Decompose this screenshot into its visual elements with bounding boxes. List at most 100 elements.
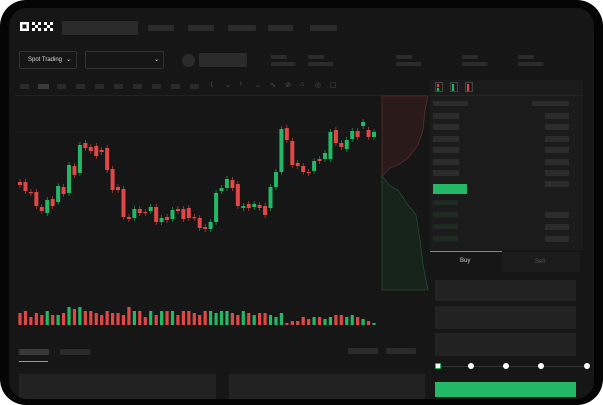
volume-bar <box>263 313 267 325</box>
volume-bar <box>334 315 338 325</box>
volume-bar <box>143 317 147 325</box>
indicator-icon[interactable]: ⌇ <box>210 82 214 89</box>
nav-item[interactable] <box>148 25 174 31</box>
volume-bar <box>350 315 354 325</box>
candle-body <box>34 192 39 206</box>
volume-bar <box>83 311 87 325</box>
okx-logo[interactable] <box>20 20 60 34</box>
drawing-icon[interactable]: ⟊ <box>240 81 242 88</box>
timeframe-button[interactable] <box>190 84 199 89</box>
orderbook-asks-icon[interactable] <box>465 82 473 92</box>
volume-bar <box>219 311 224 325</box>
column-header <box>532 101 569 106</box>
bottom-panel <box>229 374 425 399</box>
chevron-down-icon[interactable]: ⌄ <box>225 82 231 89</box>
candle-body <box>214 193 219 222</box>
buy-button[interactable] <box>435 382 576 397</box>
screen: Spot Trading ⌄ ⌄ ⌇ ⌄ ⟊ ⌄ ∿ ⊘ ⌂ ◎ ▢ Buy Sell <box>9 8 594 399</box>
chevron-down-icon[interactable]: ⌄ <box>255 82 261 89</box>
bid-price <box>433 236 458 241</box>
volume-bar <box>100 315 104 325</box>
tab-history[interactable] <box>60 349 90 355</box>
candle-body <box>317 159 322 161</box>
column-header <box>433 101 468 106</box>
candle-body <box>284 128 289 140</box>
timeframe-button[interactable] <box>171 84 180 89</box>
timeframe-button[interactable] <box>38 84 49 89</box>
bid-size <box>545 212 569 218</box>
tab-buy[interactable]: Buy <box>460 258 471 264</box>
candlestick-chart[interactable] <box>9 8 594 399</box>
ruler-icon[interactable]: ⊘ <box>285 82 291 89</box>
camera-icon[interactable]: ⌂ <box>300 81 305 88</box>
nav-item[interactable] <box>228 25 256 31</box>
line-icon[interactable]: ∿ <box>270 82 276 89</box>
ask-price <box>433 124 459 130</box>
timeframe-button[interactable] <box>95 84 104 89</box>
search-bar[interactable] <box>62 21 138 35</box>
slider-step[interactable] <box>584 363 590 369</box>
settings-icon[interactable]: ◎ <box>315 82 322 89</box>
volume-bar <box>209 311 213 325</box>
volume-bar <box>258 313 262 325</box>
orderbook-bids-icon[interactable] <box>450 82 458 92</box>
orderbook-both-icon[interactable] <box>435 82 443 92</box>
slider-track[interactable] <box>440 366 588 367</box>
candle-body <box>39 207 44 211</box>
candle-body <box>257 205 262 208</box>
candle-body <box>94 146 99 156</box>
nav-item[interactable] <box>188 25 214 31</box>
filter-button[interactable] <box>348 348 378 354</box>
stat-label <box>308 55 324 59</box>
volume-bar <box>279 313 284 325</box>
ask-size <box>545 136 569 142</box>
candle-body <box>306 172 311 174</box>
tab-open-orders[interactable] <box>19 349 49 355</box>
filter-button[interactable] <box>386 348 416 354</box>
divider <box>430 95 583 96</box>
active-tab-underline <box>19 361 48 362</box>
candle-body <box>28 192 33 194</box>
timeframe-button[interactable] <box>114 84 123 89</box>
active-tab-underline <box>430 251 502 252</box>
volume-bar <box>165 311 169 325</box>
volume-bar <box>296 321 300 325</box>
candle-body <box>328 132 333 159</box>
price-input[interactable] <box>435 280 576 301</box>
tab-sell[interactable]: Sell <box>535 259 546 265</box>
candle-body <box>148 207 153 211</box>
slider-step[interactable] <box>503 363 509 369</box>
fullscreen-icon[interactable]: ▢ <box>330 82 337 89</box>
timeframe-button[interactable] <box>152 84 161 89</box>
timeframe-button[interactable] <box>20 84 29 89</box>
stat-value <box>271 62 295 66</box>
candle-body <box>88 147 93 151</box>
volume-bar <box>56 315 60 325</box>
nav-item[interactable] <box>268 25 293 31</box>
candle-body <box>192 217 197 219</box>
timeframe-button[interactable] <box>76 84 85 89</box>
pair-selector[interactable]: ⌄ <box>85 51 164 69</box>
mode-selector[interactable]: Spot Trading ⌄ <box>19 51 77 69</box>
candle-body <box>241 206 246 208</box>
slider-step[interactable] <box>468 363 474 369</box>
ask-size <box>545 147 569 153</box>
volume-bar <box>132 311 136 325</box>
volume-bar <box>138 311 142 325</box>
slider-step[interactable] <box>435 363 441 369</box>
candle-body <box>137 209 142 213</box>
volume-bar <box>274 317 278 325</box>
candle-body <box>350 131 355 139</box>
volume-bar <box>89 311 93 325</box>
slider-step[interactable] <box>538 363 544 369</box>
timeframe-button[interactable] <box>57 84 66 89</box>
nav-item[interactable] <box>310 25 337 31</box>
timeframe-button[interactable] <box>133 84 142 89</box>
candle-body <box>235 184 240 206</box>
total-input[interactable] <box>435 333 576 356</box>
volume-bar <box>127 307 131 325</box>
candle-body <box>312 161 317 171</box>
candle-body <box>56 186 61 202</box>
candle-body <box>61 187 66 194</box>
amount-input[interactable] <box>435 306 576 329</box>
